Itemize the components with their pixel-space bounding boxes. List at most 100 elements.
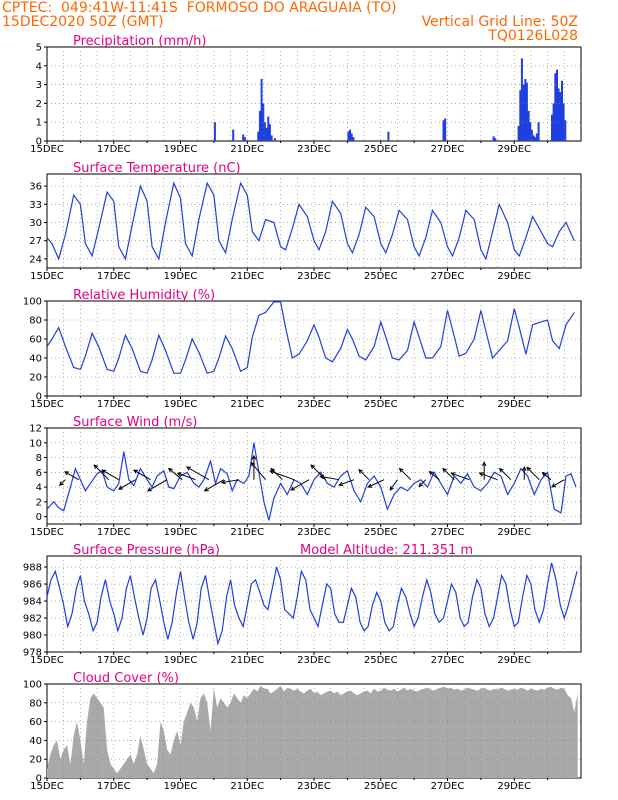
rh-xtick-label: 29DEC [497, 399, 531, 410]
cloud-xtick-label: 29DEC [497, 781, 531, 792]
precip-bar [442, 120, 445, 141]
precip-bar [260, 79, 263, 141]
wind-vector [93, 464, 110, 481]
precip-bar [522, 84, 525, 141]
wind-vector [250, 462, 266, 481]
precip-panel: 0 1 2 3 4 5 15DEC 17DEC 19DEC 21DEC 23DEC 25DEC 27DE… [30, 34, 582, 155]
precip-bar [349, 129, 351, 141]
rh-ytick-label: 40 [29, 354, 42, 365]
wind-line [46, 442, 577, 521]
wind-vector [358, 469, 370, 481]
rh-ytick-label: 0 [36, 392, 42, 403]
pres-title: Surface Pressure (hPa) [73, 543, 220, 558]
wind-title: Surface Wind (m/s) [73, 415, 197, 430]
header-model-id: TQ0126L028 [488, 28, 578, 44]
wind-vector-head [428, 470, 434, 476]
wind-vector-head [290, 486, 296, 491]
precip-bar [535, 133, 538, 141]
temp-line [46, 181, 575, 261]
precip-bar [352, 137, 355, 141]
precip-xtick-label: 19DEC [164, 144, 198, 155]
cloud-xtick-label: 17DEC [97, 781, 131, 792]
wind-vector [118, 479, 136, 490]
wind-xtick-label: 21DEC [230, 527, 264, 538]
pres-xtick-label: 25DEC [364, 655, 398, 666]
rh-line [46, 301, 575, 374]
wind-vector [64, 471, 79, 481]
rh-xtick-label: 15DEC [30, 399, 64, 410]
temp-xtick-label: 15DEC [30, 271, 64, 282]
precip-bar [564, 120, 567, 141]
wind-xtick-label: 15DEC [30, 527, 64, 538]
cloud-ytick-label: 60 [29, 717, 42, 728]
wind-vector-head [176, 472, 182, 477]
temp-ytick-label: 24 [29, 254, 42, 265]
wind-vector-head [367, 483, 373, 488]
rh-xtick-label: 21DEC [230, 399, 264, 410]
wind-ytick-label: 0 [36, 512, 42, 523]
wind-xtick-label: 29DEC [497, 527, 531, 538]
precip-bar [525, 82, 528, 141]
temp-xtick-label: 25DEC [364, 271, 398, 282]
wind-vector-head [521, 466, 527, 471]
wind-vector [389, 479, 398, 491]
wind-vector [429, 471, 440, 481]
wind-vector-head [133, 469, 139, 474]
precip-xtick-label: 23DEC [297, 144, 331, 155]
cloud-xtick-label: 19DEC [164, 781, 198, 792]
rh-ytick-label: 80 [29, 316, 42, 327]
wind-vector [290, 479, 310, 491]
cloud-xtick-label: 23DEC [297, 781, 331, 792]
wind-vector [221, 479, 239, 484]
cloud-xtick-label: 27DEC [431, 781, 465, 792]
wind-vector [442, 468, 455, 481]
rh-frame [46, 300, 582, 397]
pres-ytick-label: 980 [23, 631, 42, 642]
precip-bar [444, 118, 447, 141]
precip-ytick-label: 0 [36, 137, 42, 148]
precip-ytick-label: 1 [36, 118, 42, 129]
rh-title: Relative Humidity (%) [73, 288, 215, 303]
wind-vector-head [319, 474, 325, 480]
header-station: CPTEC: 049:41W-11:41S FORMOSO DO ARAGUAI… [2, 0, 397, 16]
precip-xtick-label: 25DEC [364, 144, 398, 155]
wind-xtick-label: 25DEC [364, 527, 398, 538]
rh-xtick-label: 25DEC [364, 399, 398, 410]
wind-vector [526, 467, 540, 481]
wind-vector [320, 475, 340, 481]
pres-xtick-label: 21DEC [230, 655, 264, 666]
wind-xtick-label: 23DEC [297, 527, 331, 538]
precip-bar [524, 79, 527, 141]
wind-vector [499, 468, 512, 481]
wind-vector-head [59, 481, 64, 486]
precip-bar [530, 129, 533, 141]
rh-ytick-label: 60 [29, 335, 42, 346]
precip-bar [267, 116, 270, 141]
precip-bar [494, 138, 497, 141]
wind-vector-head [418, 482, 424, 488]
cloud-ytick-label: 100 [23, 680, 42, 691]
precip-bar [492, 136, 495, 141]
wind-vector [269, 470, 295, 481]
temp-xtick-label: 17DEC [97, 271, 131, 282]
precip-bar [537, 122, 540, 141]
rh-xtick-label: 27DEC [431, 399, 465, 410]
wind-vector-head [338, 481, 344, 487]
precip-xtick-label: 29DEC [497, 144, 531, 155]
wind-vector-head [551, 483, 557, 488]
temp-ytick-label: 27 [29, 236, 42, 247]
wind-vector-head [358, 468, 363, 474]
pres-xtick-label: 29DEC [497, 655, 531, 666]
wind-vector [186, 466, 210, 481]
rh-panel: 0 20 40 60 80 100 15DEC 17DEC 19DEC 21DEC 23DEC 25D… [23, 288, 582, 410]
precip-bar [213, 122, 216, 141]
temp-ytick-label: 36 [29, 182, 42, 193]
rh-xtick-label: 19DEC [164, 399, 198, 410]
temp-frame [46, 173, 582, 269]
temp-xtick-label: 23DEC [297, 271, 331, 282]
precip-bar [242, 134, 245, 141]
precip-xtick-label: 27DEC [431, 144, 465, 155]
precip-bar [243, 137, 246, 141]
precip-frame [46, 46, 582, 142]
wind-vector-head [498, 467, 504, 473]
